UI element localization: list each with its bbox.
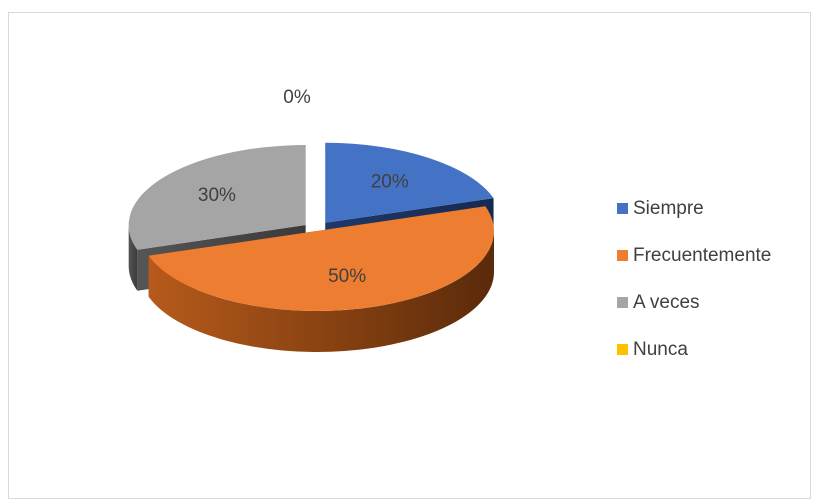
- pie-slice-frecuentemente: [148, 206, 494, 352]
- pie-slice-rim: [148, 231, 494, 352]
- data-label-siempre: 20%: [371, 172, 409, 193]
- legend-item-nunca: Nunca: [617, 326, 771, 373]
- data-label-frecuentemente: 50%: [328, 266, 366, 287]
- pie-chart: 20% 50% 30% 0%: [128, 87, 494, 352]
- data-label-a-veces: 30%: [198, 185, 236, 206]
- legend-item-frecuentemente: Frecuentemente: [617, 232, 771, 279]
- legend-swatch: [617, 344, 628, 355]
- data-label-nunca: 0%: [283, 87, 311, 108]
- legend-item-siempre: Siempre: [617, 185, 771, 232]
- legend-item-a-veces: A veces: [617, 279, 771, 326]
- legend-swatch: [617, 297, 628, 308]
- legend-label: A veces: [633, 291, 700, 313]
- chart-area: 20% 50% 30% 0% Siempre Frecuentemente A veces…: [8, 12, 811, 499]
- pie-slice-top: [128, 145, 306, 250]
- pie-slice-top: [325, 142, 494, 223]
- pie-slice-top: [148, 206, 494, 311]
- legend-label: Frecuentemente: [633, 244, 772, 266]
- legend-label: Siempre: [633, 197, 704, 219]
- legend-swatch: [617, 250, 628, 261]
- legend: Siempre Frecuentemente A veces Nunca: [617, 185, 771, 373]
- pie-slice-rim: [128, 225, 138, 291]
- legend-swatch: [617, 203, 628, 214]
- legend-label: Nunca: [633, 338, 688, 360]
